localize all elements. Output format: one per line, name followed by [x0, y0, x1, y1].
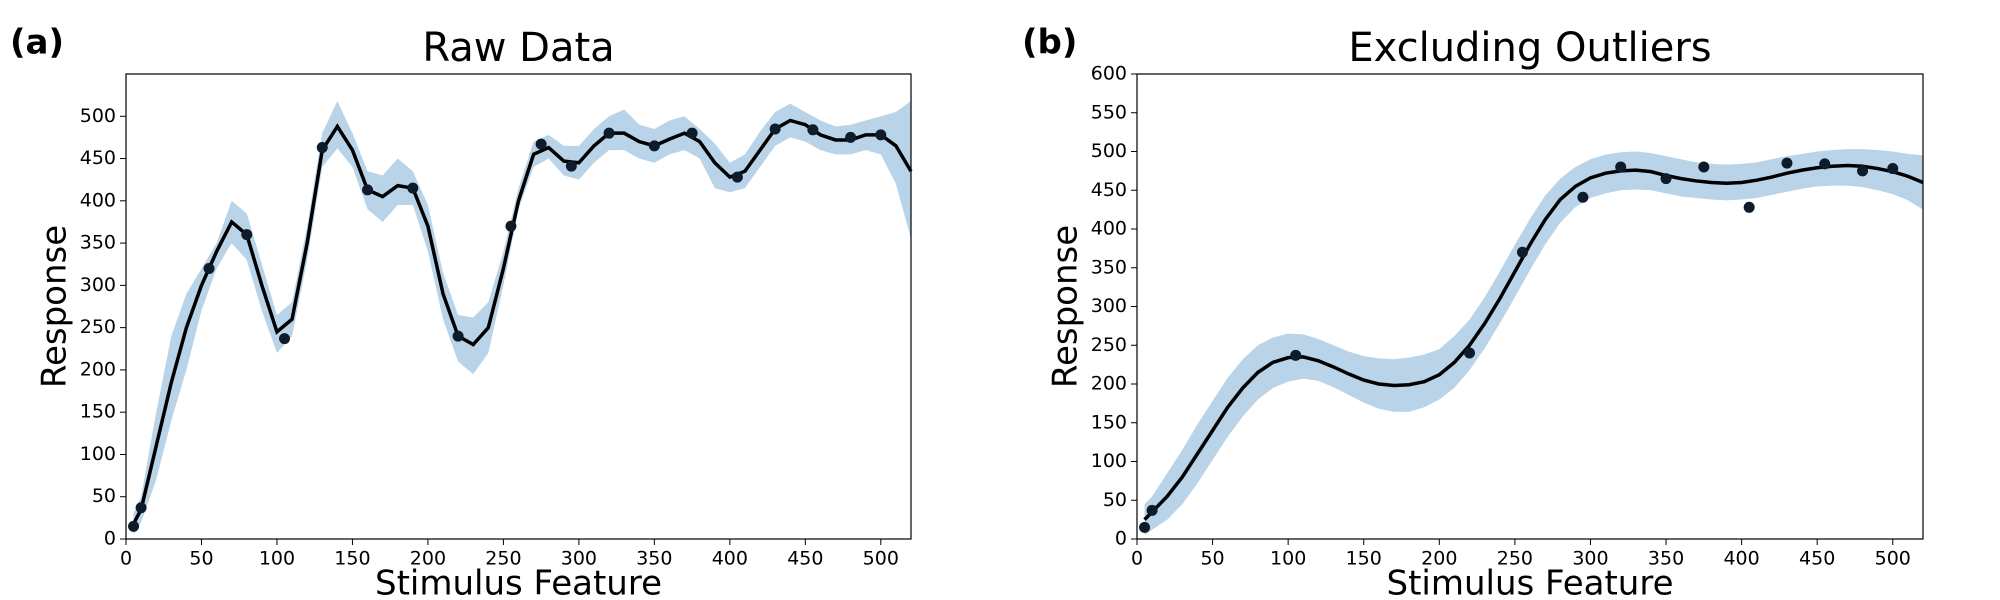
- data-point: [686, 127, 698, 139]
- y-tick-label: 400: [80, 189, 116, 211]
- data-point: [1464, 347, 1476, 359]
- x-tick-label: 500: [1875, 548, 1911, 570]
- panel-label: (a): [10, 23, 64, 63]
- data-point: [1146, 504, 1158, 516]
- data-point: [135, 502, 147, 514]
- data-point: [452, 330, 464, 342]
- data-point: [407, 182, 419, 194]
- y-tick-label: 450: [80, 147, 116, 169]
- y-tick-label: 50: [1103, 489, 1127, 511]
- y-tick-label: 250: [1091, 334, 1127, 356]
- data-point: [875, 129, 887, 141]
- axes-frame: [125, 73, 912, 540]
- x-axis-label: Stimulus Feature: [375, 564, 662, 600]
- x-tick-label: 400: [712, 548, 748, 570]
- data-point: [845, 131, 857, 143]
- data-point: [1516, 246, 1528, 258]
- data-point: [1857, 165, 1869, 177]
- x-tick-label: 50: [1200, 548, 1224, 570]
- axes-frame: [1136, 73, 1924, 540]
- data-point: [241, 229, 253, 241]
- x-tick-label: 350: [636, 548, 672, 570]
- y-tick-label: 400: [1091, 218, 1127, 240]
- x-tick-label: 150: [1346, 548, 1382, 570]
- data-point: [203, 262, 215, 274]
- x-tick-label: 250: [1497, 548, 1533, 570]
- data-point: [1819, 158, 1831, 170]
- x-tick-label: 50: [189, 548, 213, 570]
- x-tick-label: 300: [561, 548, 597, 570]
- x-tick-label: 350: [1648, 548, 1684, 570]
- data-point: [362, 184, 374, 196]
- fit-line: [131, 118, 913, 525]
- data-point: [769, 123, 781, 135]
- x-tick-label: 100: [259, 548, 295, 570]
- data-point: [1615, 161, 1627, 173]
- y-axis-label: Response: [35, 225, 75, 388]
- y-tick-label: 150: [1091, 411, 1127, 433]
- data-point: [603, 127, 615, 139]
- data-point: [1698, 161, 1710, 173]
- x-axis-label: Stimulus Feature: [1386, 564, 1673, 600]
- y-tick-label: 100: [80, 443, 116, 465]
- data-point: [1781, 157, 1793, 169]
- x-tick-label: 0: [1131, 548, 1143, 570]
- data-point: [1577, 191, 1589, 203]
- y-tick-label: 150: [80, 401, 116, 423]
- y-tick-label: 500: [1091, 140, 1127, 162]
- y-tick-label: 350: [80, 232, 116, 254]
- y-tick-label: 250: [80, 316, 116, 338]
- panel-label: (b): [1022, 23, 1077, 63]
- y-tick-label: 500: [80, 105, 116, 127]
- y-tick-label: 200: [80, 358, 116, 380]
- chart-title: Excluding Outliers: [1348, 25, 1711, 71]
- y-tick-label: 0: [104, 528, 116, 550]
- x-tick-label: 150: [334, 548, 370, 570]
- y-tick-label: 200: [1091, 373, 1127, 395]
- y-tick-label: 0: [1115, 528, 1127, 550]
- data-point: [648, 140, 660, 152]
- y-tick-label: 50: [92, 485, 116, 507]
- data-point: [535, 138, 547, 150]
- data-point: [505, 220, 517, 232]
- data-point: [128, 520, 140, 532]
- confidence-band: [1144, 149, 1923, 536]
- data-point: [565, 160, 577, 172]
- chart-title: Raw Data: [422, 25, 614, 71]
- x-tick-label: 200: [1421, 548, 1457, 570]
- x-tick-label: 450: [787, 548, 823, 570]
- data-point: [316, 142, 328, 154]
- y-axis-label: Response: [1046, 225, 1086, 388]
- x-tick-label: 100: [1270, 548, 1306, 570]
- y-tick-label: 600: [1091, 63, 1127, 85]
- data-point: [279, 333, 291, 345]
- y-tick-label: 550: [1091, 101, 1127, 123]
- y-tick-label: 350: [1091, 256, 1127, 278]
- confidence-band: [133, 101, 911, 535]
- x-tick-label: 0: [120, 548, 132, 570]
- x-tick-label: 200: [410, 548, 446, 570]
- data-point: [1660, 173, 1672, 185]
- x-tick-label: 400: [1723, 548, 1759, 570]
- x-tick-label: 450: [1799, 548, 1835, 570]
- x-tick-label: 250: [485, 548, 521, 570]
- x-tick-label: 500: [863, 548, 899, 570]
- y-tick-label: 100: [1091, 450, 1127, 472]
- data-point: [807, 124, 819, 136]
- fit-line: [1143, 163, 1924, 521]
- data-point: [1887, 163, 1899, 175]
- data-point: [1290, 349, 1302, 361]
- y-tick-label: 450: [1091, 179, 1127, 201]
- data-point: [731, 171, 743, 183]
- data-point: [1139, 521, 1151, 533]
- y-tick-label: 300: [1091, 295, 1127, 317]
- data-point: [1743, 201, 1755, 213]
- x-tick-label: 300: [1572, 548, 1608, 570]
- y-tick-label: 300: [80, 274, 116, 296]
